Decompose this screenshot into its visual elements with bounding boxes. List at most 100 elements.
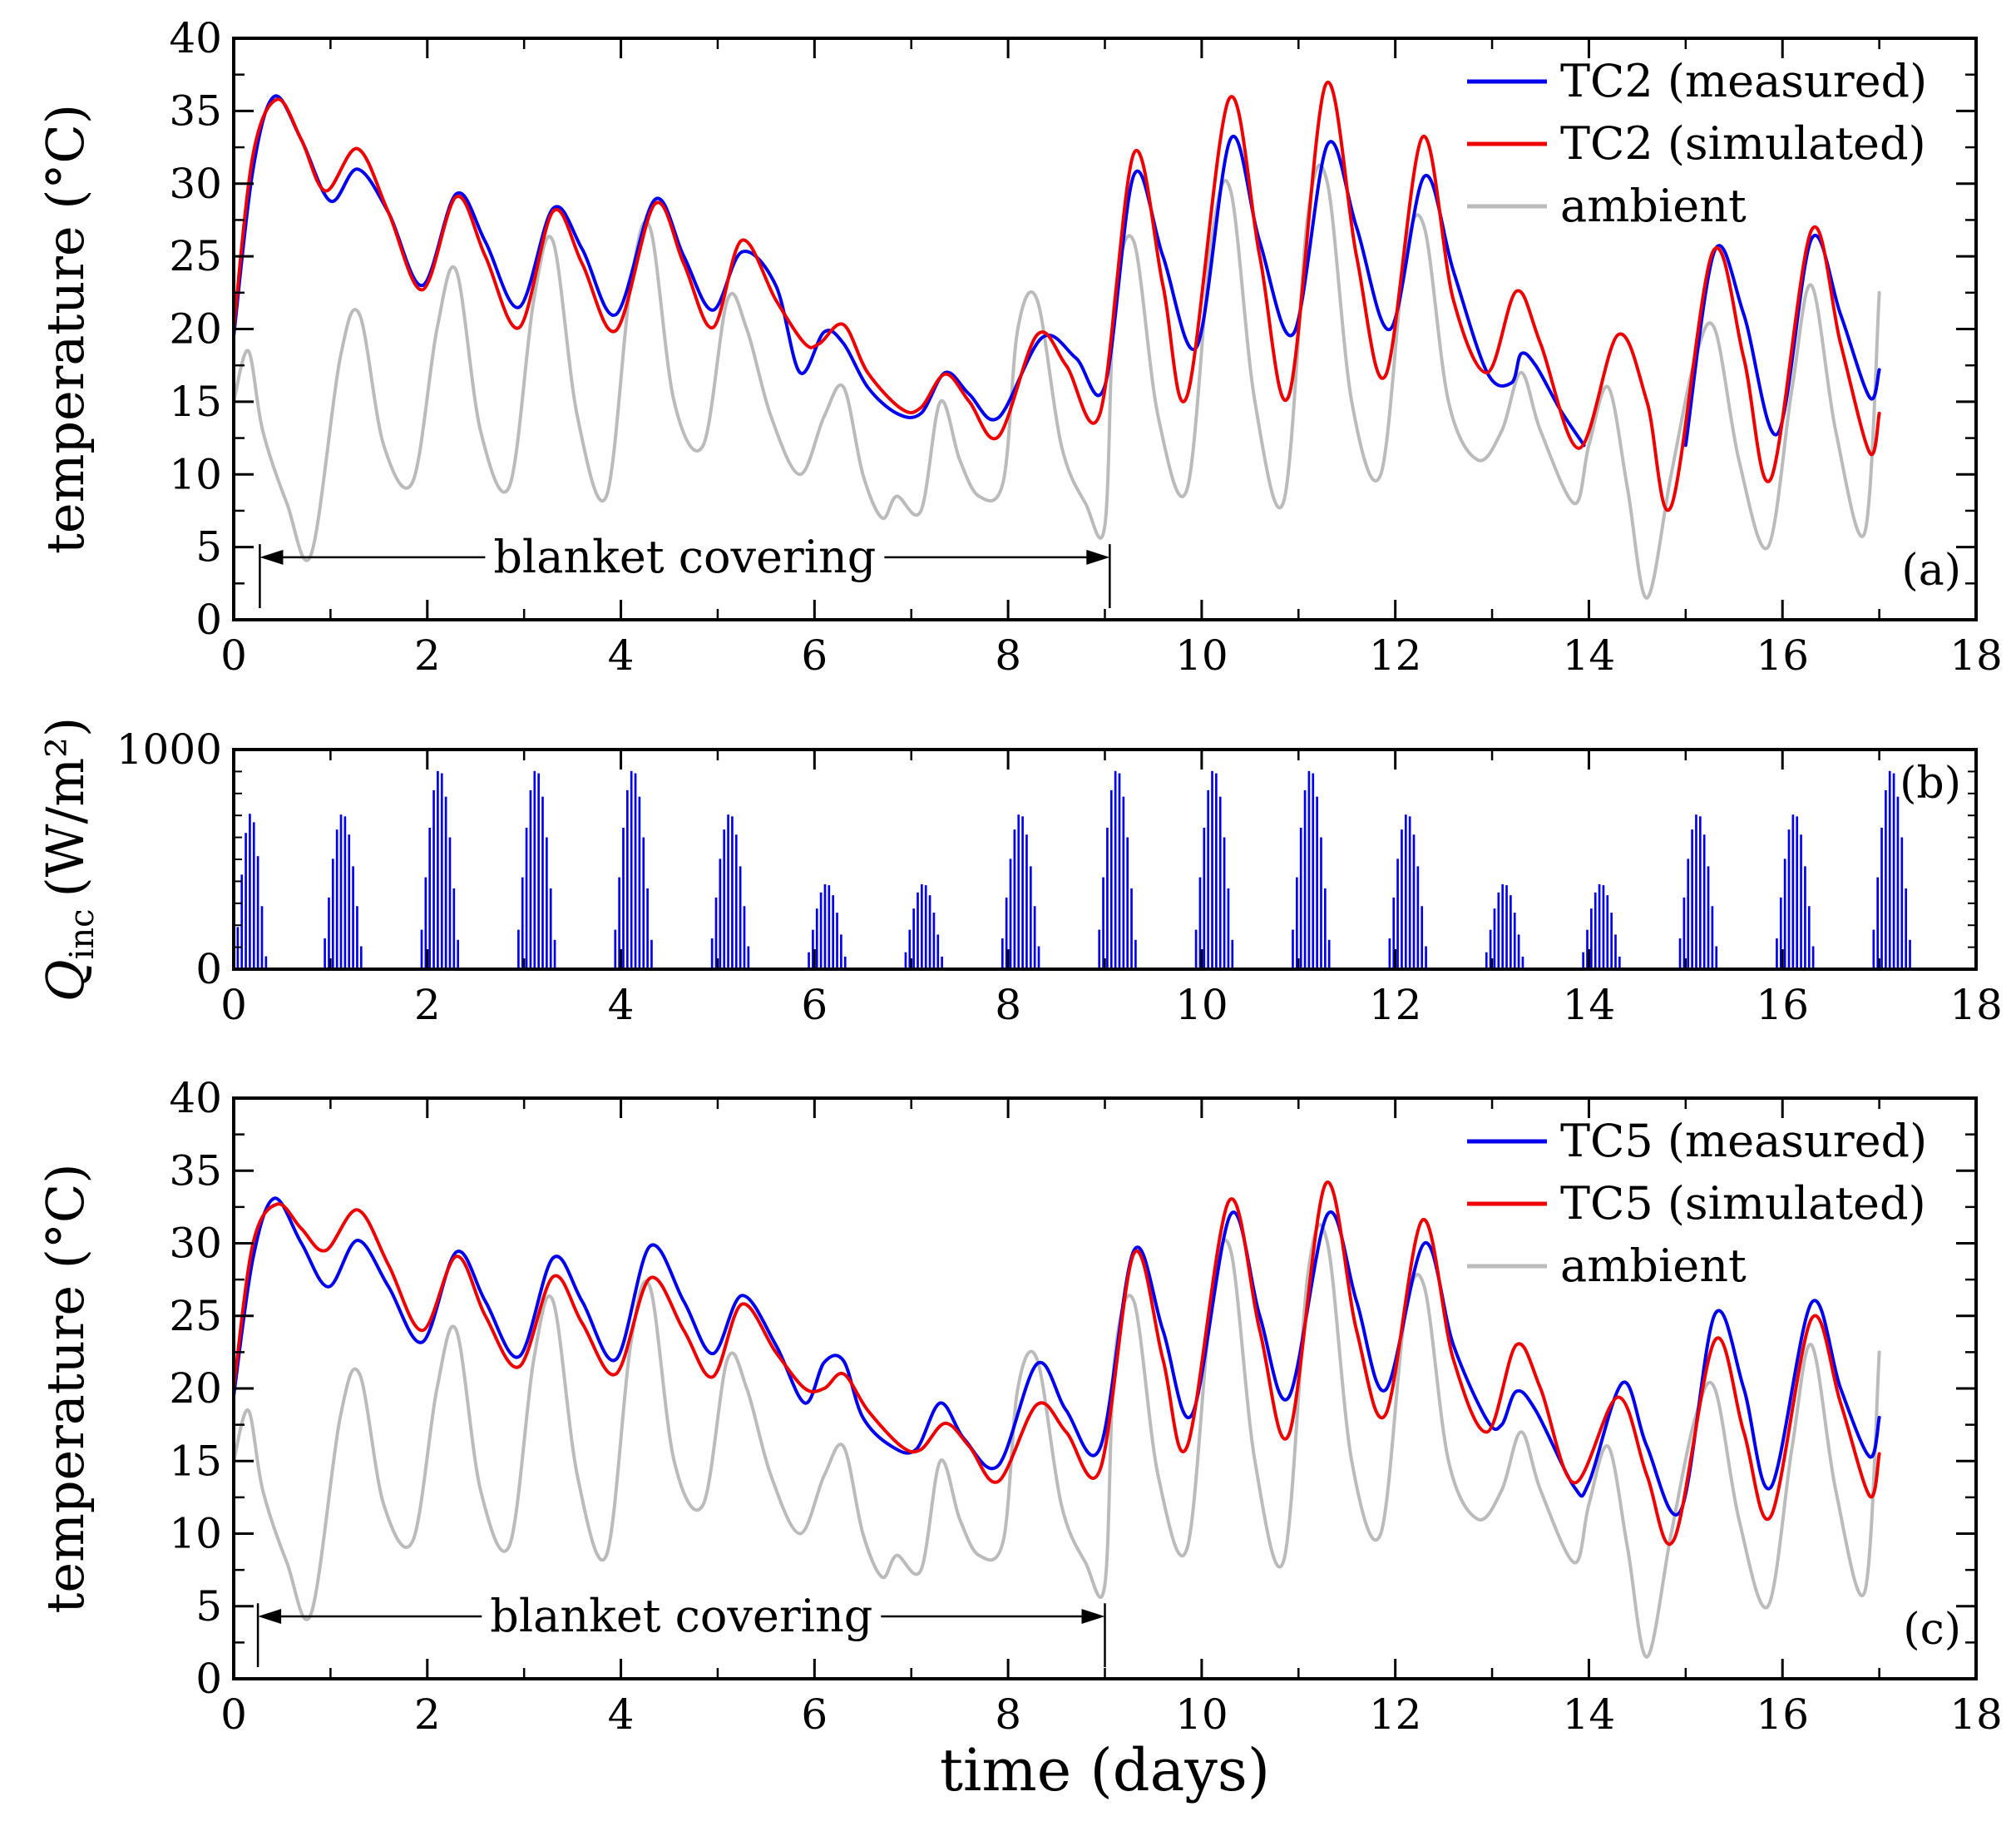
- panel-b-ylabel: Qinc (W/m²): [35, 717, 101, 1002]
- radiation-bar: [1804, 866, 1806, 969]
- radiation-bar: [1715, 946, 1718, 969]
- x-tick-label: 18: [1949, 1690, 2003, 1739]
- x-tick-label: 12: [1369, 981, 1422, 1029]
- radiation-bar: [1198, 877, 1202, 969]
- blanket-arrowhead-right: [1081, 1608, 1105, 1624]
- panel-a-annotation: blanket covering: [259, 531, 1111, 609]
- legend-label-tc2-measured: TC2 (measured): [1560, 55, 1927, 107]
- y-tick-label: 0: [195, 945, 222, 993]
- x-tick-label: 4: [608, 1690, 635, 1739]
- radiation-bar: [339, 814, 343, 969]
- legend-label-tc5-measured: TC5 (measured): [1560, 1115, 1927, 1167]
- radiation-bar: [1416, 866, 1420, 969]
- radiation-bar: [1396, 859, 1399, 969]
- blanket-covering-label: blanket covering: [493, 531, 876, 583]
- radiation-bar: [1876, 877, 1880, 969]
- x-tick-label: 2: [414, 981, 441, 1029]
- radiation-bar: [743, 906, 746, 969]
- y-tick-label: 40: [169, 1074, 222, 1122]
- y-tick-label: 35: [169, 87, 222, 135]
- radiation-bar: [546, 837, 548, 969]
- radiation-bar: [1905, 888, 1907, 969]
- radiation-bar: [424, 877, 427, 969]
- radiation-bar: [1408, 816, 1411, 969]
- radiation-bar: [1485, 952, 1488, 969]
- radiation-bar: [723, 829, 726, 969]
- x-tick-label: 10: [1175, 981, 1228, 1029]
- radiation-bar: [1614, 934, 1617, 969]
- y-tick-label: 25: [169, 232, 222, 280]
- blanket-covering-label: blanket covering: [490, 1590, 872, 1642]
- y-tick-label: 15: [169, 1437, 222, 1485]
- radiation-bar: [356, 906, 358, 969]
- panel-b-bars: [236, 770, 1911, 969]
- y-tick-label: 30: [169, 1220, 222, 1268]
- radiation-bar: [1586, 929, 1589, 969]
- radiation-bar: [1320, 837, 1322, 969]
- radiation-bar: [1811, 946, 1815, 969]
- panel-c-ylabel: temperature (°C): [35, 1163, 96, 1613]
- radiation-bar: [260, 906, 264, 969]
- radiation-bar: [828, 885, 831, 969]
- radiation-bar: [1896, 796, 1900, 969]
- radiation-bar: [1203, 827, 1206, 969]
- radiation-bar: [448, 837, 452, 969]
- panel-a-ylabel: temperature (°C): [35, 104, 96, 554]
- radiation-bar: [1872, 929, 1875, 969]
- radiation-bar: [1130, 888, 1133, 969]
- radiation-bar: [747, 946, 750, 969]
- y-tick-label: 10: [169, 1510, 222, 1558]
- y-tick-label: 15: [169, 378, 222, 426]
- radiation-bar: [819, 892, 823, 969]
- radiation-bar: [1401, 829, 1403, 969]
- radiation-bar: [249, 814, 251, 969]
- radiation-bar: [1392, 897, 1396, 969]
- radiation-bar: [1602, 885, 1605, 969]
- radiation-bar: [521, 877, 524, 969]
- radiation-bar: [731, 816, 734, 969]
- radiation-bar: [719, 859, 722, 969]
- legend-label-tc5-simulated: TC5 (simulated): [1560, 1177, 1926, 1230]
- ylabel-unit: (W/m²): [35, 717, 96, 898]
- panel-c-series-layer: [232, 1180, 1881, 1659]
- radiation-bar: [1017, 814, 1020, 969]
- radiation-bar: [1001, 938, 1004, 969]
- x-tick-label: 16: [1756, 1690, 1809, 1739]
- radiation-bar: [452, 888, 456, 969]
- radiation-bar: [537, 773, 540, 969]
- radiation-bar: [343, 816, 347, 969]
- panel-c-ticks: 0 2 4 6 8 10 12 14 16 18 0 5 10 15 20 25 30 35 40: [169, 1074, 2002, 1739]
- radiation-bar: [1598, 883, 1601, 969]
- radiation-bar: [352, 866, 354, 969]
- y-tick-label: 30: [169, 160, 222, 208]
- radiation-bar: [256, 856, 259, 969]
- radiation-bar: [1497, 892, 1500, 969]
- radiation-bar: [1021, 816, 1024, 969]
- y-tick-label: 1000: [116, 725, 222, 774]
- radiation-bar: [553, 939, 556, 969]
- radiation-bar: [1218, 796, 1222, 969]
- radiation-bar: [843, 956, 847, 969]
- radiation-bar: [432, 789, 435, 969]
- y-tick-label: 5: [195, 523, 222, 572]
- panel-c-legend: TC5 (measured) TC5 (simulated) ambient: [1467, 1115, 1927, 1292]
- panel-a-legend: TC2 (measured) TC2 (simulated) ambient: [1467, 55, 1927, 232]
- radiation-bar: [1292, 929, 1294, 969]
- radiation-bar: [1134, 939, 1137, 969]
- radiation-bar: [1513, 913, 1516, 969]
- panel-c-annotation: blanket covering: [256, 1590, 1106, 1668]
- radiation-bar: [638, 796, 641, 969]
- y-tick-label: 20: [169, 1364, 222, 1413]
- panel-c-xlabel: time (days): [940, 1736, 1270, 1804]
- radiation-bar: [625, 789, 629, 969]
- radiation-bar: [1227, 888, 1230, 969]
- radiation-bar: [1900, 837, 1904, 969]
- radiation-bar: [1698, 816, 1702, 969]
- radiation-bar: [1303, 789, 1307, 969]
- y-tick-label: 20: [169, 305, 222, 354]
- x-tick-label: 2: [414, 631, 441, 680]
- y-tick-label: 25: [169, 1292, 222, 1340]
- radiation-bar: [529, 789, 532, 969]
- radiation-bar: [1582, 952, 1584, 969]
- x-tick-label: 2: [414, 1690, 441, 1739]
